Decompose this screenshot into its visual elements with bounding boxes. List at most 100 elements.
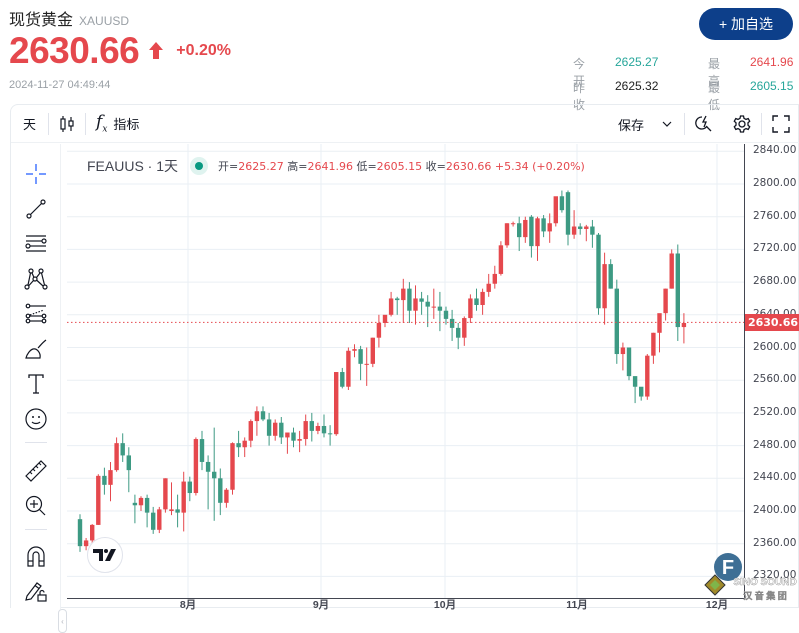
- fib-icon: [25, 303, 47, 324]
- price-tick-label: 2520.00: [753, 405, 797, 418]
- add-watchlist-button[interactable]: + 加自选: [699, 8, 793, 40]
- fullscreen-icon: [772, 115, 790, 133]
- chart-toolbar: 天 fx 指标 保存: [11, 105, 799, 143]
- price-tick-label: 2480.00: [753, 438, 797, 451]
- ruler-icon: [25, 460, 47, 482]
- horizontal-lines-icon: [25, 235, 47, 252]
- legend-change: +5.34 (+0.20%): [494, 160, 585, 173]
- toolbar-right: 保存: [612, 105, 799, 143]
- lock-drawings-icon: [25, 582, 47, 602]
- instrument-symbol: XAUUSD: [79, 14, 130, 28]
- high-value: 2641.96: [750, 55, 794, 69]
- zoom-in-tool[interactable]: [24, 494, 48, 518]
- arrow-up-icon: [149, 42, 164, 60]
- legend-open: 2625.27: [238, 160, 284, 173]
- time-tick-label: 8月: [179, 599, 197, 611]
- toolbar-divider: [761, 113, 762, 135]
- time-tick-label: 10月: [433, 599, 457, 611]
- instrument-name: 现货黄金: [9, 12, 74, 29]
- title-row: 现货黄金 XAUUSD: [9, 6, 129, 30]
- pattern-tool[interactable]: [24, 267, 48, 291]
- prev-close-label: 昨收: [573, 81, 586, 112]
- watermark-logo-icon: F SINO SOUND 汉 音 集 团: [704, 553, 797, 601]
- crosshair-icon: [26, 164, 46, 184]
- legend-ohlc: 开=2625.27 高=2641.96 低=2605.15 收=2630.66 …: [218, 158, 585, 174]
- trend-line-icon: [26, 199, 46, 219]
- toolbar-divider: [85, 112, 87, 135]
- price-tick-label: 2560.00: [753, 373, 797, 386]
- interval-button[interactable]: 天: [23, 117, 37, 132]
- toolbar-divider: [684, 113, 685, 135]
- price-tick-label: 2800.00: [753, 177, 797, 189]
- lock-drawings-tool[interactable]: [24, 579, 48, 603]
- zoom-in-icon: [25, 495, 46, 516]
- price-tick-label: 2600.00: [753, 340, 797, 353]
- save-menu-button[interactable]: [650, 105, 684, 143]
- price-tick-label: 2360.00: [753, 536, 797, 549]
- price-tick-label: 2840.00: [753, 144, 797, 157]
- chart-panel: 天 fx 指标 保存: [10, 104, 799, 633]
- fib-tool[interactable]: [24, 302, 48, 326]
- indicators-button[interactable]: fx 指标: [86, 105, 149, 143]
- tradingview-logo-icon: [93, 549, 116, 561]
- open-value: 2625.27: [615, 55, 659, 69]
- chart-type-button[interactable]: [49, 105, 85, 143]
- price-row: 2630.66 +0.20%: [9, 30, 231, 72]
- text-icon: [28, 374, 44, 394]
- price-tick-label: 2760.00: [753, 209, 797, 222]
- magnet-tool[interactable]: [24, 544, 48, 568]
- collapse-toolbar-button[interactable]: ‹: [58, 609, 67, 633]
- fullscreen-button[interactable]: [762, 105, 799, 143]
- emoji-icon: [25, 408, 47, 430]
- brush-icon: [25, 339, 47, 359]
- tradingview-logo[interactable]: [87, 537, 123, 573]
- tool-divider: [25, 529, 47, 530]
- change-percent: +0.20%: [176, 42, 231, 59]
- brush-tool[interactable]: [24, 337, 48, 361]
- candlestick-chart: [67, 144, 744, 598]
- legend-low: 2605.15: [376, 160, 423, 173]
- price-tick-label: 2400.00: [753, 504, 797, 516]
- tool-divider: [25, 442, 47, 443]
- quote-timestamp: 2024-11-27 04:49:44: [9, 79, 111, 91]
- price-tick-label: 2680.00: [753, 275, 797, 288]
- text-tool[interactable]: [24, 372, 48, 396]
- time-axis[interactable]: 8月 9月 10月 11月 12月: [67, 598, 744, 611]
- candlestick-icon: [60, 115, 74, 132]
- legend-open-label: 开=: [218, 160, 239, 173]
- indicators-label: 指标: [113, 117, 140, 132]
- time-tick-label: 11月: [566, 599, 588, 611]
- legend-close: 2630.66: [445, 160, 492, 173]
- prev-close-value: 2625.32: [615, 79, 659, 93]
- crosshair-tool[interactable]: [24, 162, 48, 186]
- status-dot-icon: [195, 162, 204, 170]
- chart-area[interactable]: FEAUUS · 1天 开=2625.27 高=2641.96 低=2605.1…: [67, 144, 744, 598]
- trend-line-tool[interactable]: [24, 197, 48, 221]
- function-icon: fx: [96, 112, 108, 135]
- legend-high-label: 高=: [287, 160, 308, 173]
- open-label: 今开: [573, 57, 586, 88]
- legend-high: 2641.96: [307, 160, 353, 173]
- emoji-tool[interactable]: [24, 407, 48, 431]
- last-price-label: 2630.66: [745, 314, 799, 332]
- sino-sound-watermark: F SINO SOUND 汉 音 集 团: [703, 553, 799, 608]
- pattern-icon: [24, 268, 48, 290]
- low-value: 2605.15: [750, 79, 794, 93]
- ruler-tool[interactable]: [24, 459, 48, 483]
- gear-icon: [733, 115, 751, 133]
- magnet-icon: [27, 546, 45, 567]
- price-tick-label: 2320.00: [753, 569, 797, 582]
- time-tick-label: 9月: [312, 599, 330, 611]
- quick-search-button[interactable]: [685, 105, 723, 143]
- price-tick-label: 2720.00: [753, 242, 797, 255]
- horizontal-lines-tool[interactable]: [24, 232, 48, 256]
- settings-button[interactable]: [723, 105, 761, 143]
- svg-text:SINO SOUND: SINO SOUND: [733, 577, 796, 588]
- price-axis[interactable]: 2840.002800.002760.002720.002680.002640.…: [744, 144, 799, 598]
- price-tick-label: 2440.00: [753, 471, 797, 484]
- toolbar-divider: [48, 112, 50, 135]
- chart-legend: FEAUUS · 1天 开=2625.27 高=2641.96 低=2605.1…: [87, 156, 585, 176]
- legend-symbol: FEAUUS · 1天: [87, 158, 179, 174]
- save-button[interactable]: 保存: [617, 117, 644, 133]
- current-price: 2630.66: [9, 30, 140, 71]
